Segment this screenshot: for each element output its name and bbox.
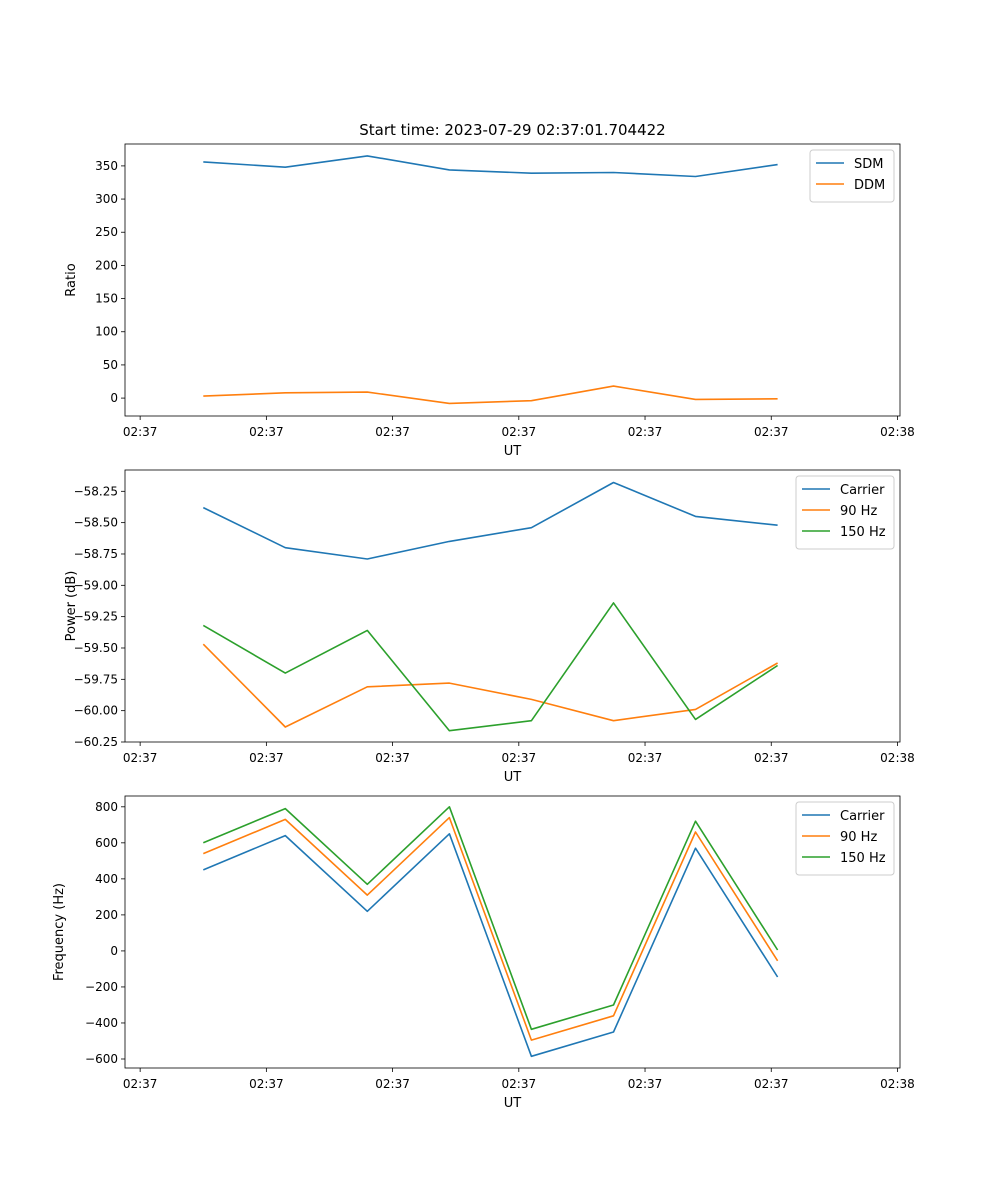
plot3-legend-label-carrier: Carrier — [840, 809, 885, 824]
plot2-y-tick-label: −58.25 — [74, 484, 118, 498]
plot1-x-tick-label: 02:37 — [628, 425, 663, 439]
plot2-x-axis-label: UT — [504, 770, 522, 785]
plot3-axes-frame — [124, 795, 901, 1069]
plot2-series-90-hz-line — [202, 643, 778, 728]
plot3-series-90-hz-line — [202, 816, 779, 1041]
plot2-y-tick-label: −59.75 — [74, 672, 118, 686]
plot1-legend-label-sdm: SDM — [854, 157, 883, 172]
plot2-legend-label-150-hz: 150 Hz — [840, 525, 886, 540]
plot1-axes-frame — [124, 143, 901, 417]
plot2-y-tick-label: −59.25 — [74, 610, 118, 624]
plot2-axes-frame — [124, 469, 901, 743]
plot2-x-tick-label: 02:37 — [123, 751, 158, 765]
plot1-x-tick-label: 02:37 — [123, 425, 158, 439]
plot1-y-tick-label: 100 — [95, 325, 118, 339]
chart-title: Start time: 2023-07-29 02:37:01.704422 — [359, 121, 665, 139]
plot1-y-tick-label: 300 — [95, 192, 118, 206]
plot2-series-carrier-line — [202, 481, 778, 560]
plot3-x-tick-label: 02:37 — [123, 1077, 158, 1091]
plot2-x-tick-label: 02:37 — [628, 751, 663, 765]
plot1-y-tick-label: 50 — [103, 358, 118, 372]
plot2-y-tick-label: −59.50 — [74, 641, 118, 655]
plot2-y-axis-label: Power (dB) — [64, 571, 79, 642]
plot3-legend-label-90-hz: 90 Hz — [840, 830, 877, 845]
plot2-x-tick-label: 02:38 — [880, 751, 915, 765]
plot1-series-ddm-line — [203, 385, 778, 405]
plot3-y-axis-label: Frequency (Hz) — [52, 883, 67, 981]
plot3-x-axis-label: UT — [504, 1096, 522, 1111]
plot3-y-tick-label: 800 — [95, 800, 118, 814]
plot2-y-tick-label: −58.50 — [74, 516, 118, 530]
plot1-y-tick-label: 350 — [95, 159, 118, 173]
plot1-y-tick-label: 200 — [95, 258, 118, 272]
plot2-y-tick-label: −60.25 — [74, 735, 118, 749]
plot3-y-tick-label: 200 — [95, 908, 118, 922]
plot3-x-tick-label: 02:37 — [754, 1077, 789, 1091]
plot3-x-tick-label: 02:38 — [880, 1077, 915, 1091]
plot2-x-tick-label: 02:37 — [754, 751, 789, 765]
plot2-x-tick-label: 02:37 — [375, 751, 410, 765]
plot1-x-tick-label: 02:37 — [754, 425, 789, 439]
plot3-x-tick-label: 02:37 — [375, 1077, 410, 1091]
plot3-series-150-hz-line — [202, 805, 779, 1031]
plot3-y-tick-label: 600 — [95, 836, 118, 850]
plot2-x-tick-label: 02:37 — [249, 751, 284, 765]
plot3-x-tick-label: 02:37 — [502, 1077, 537, 1091]
plot1-x-tick-label: 02:37 — [375, 425, 410, 439]
plot3-y-tick-label: 400 — [95, 872, 118, 886]
plot1-y-tick-label: 150 — [95, 292, 118, 306]
plot2-y-tick-label: −58.75 — [74, 547, 118, 561]
plot2-x-tick-label: 02:37 — [502, 751, 537, 765]
plot1-x-tick-label: 02:37 — [502, 425, 537, 439]
plot3-series-carrier-line — [202, 832, 779, 1058]
plot2-series-150-hz-line — [202, 602, 779, 732]
plot3-y-tick-label: −400 — [85, 1016, 118, 1030]
plot1-y-axis-label: Ratio — [64, 263, 79, 296]
plot1-x-axis-label: UT — [504, 444, 522, 459]
plot2-legend-label-90-hz: 90 Hz — [840, 504, 877, 519]
plot3-x-tick-label: 02:37 — [628, 1077, 663, 1091]
plot1-legend-label-ddm: DDM — [854, 178, 885, 193]
plot3-y-tick-label: −600 — [85, 1052, 118, 1066]
plot3-legend-label-150-hz: 150 Hz — [840, 851, 886, 866]
plot1-x-tick-label: 02:37 — [249, 425, 284, 439]
plot1-y-tick-label: 0 — [110, 391, 118, 405]
plot3-y-tick-label: −200 — [85, 980, 118, 994]
plot3-x-tick-label: 02:37 — [249, 1077, 284, 1091]
plot2-y-tick-label: −59.00 — [74, 578, 118, 592]
plot1-x-tick-label: 02:38 — [880, 425, 915, 439]
plot2-legend-label-carrier: Carrier — [840, 483, 885, 498]
plot1-y-tick-label: 250 — [95, 225, 118, 239]
plot3-y-tick-label: 0 — [110, 944, 118, 958]
plot1-series-sdm-line — [203, 155, 778, 178]
plot2-y-tick-label: −60.00 — [74, 704, 118, 718]
